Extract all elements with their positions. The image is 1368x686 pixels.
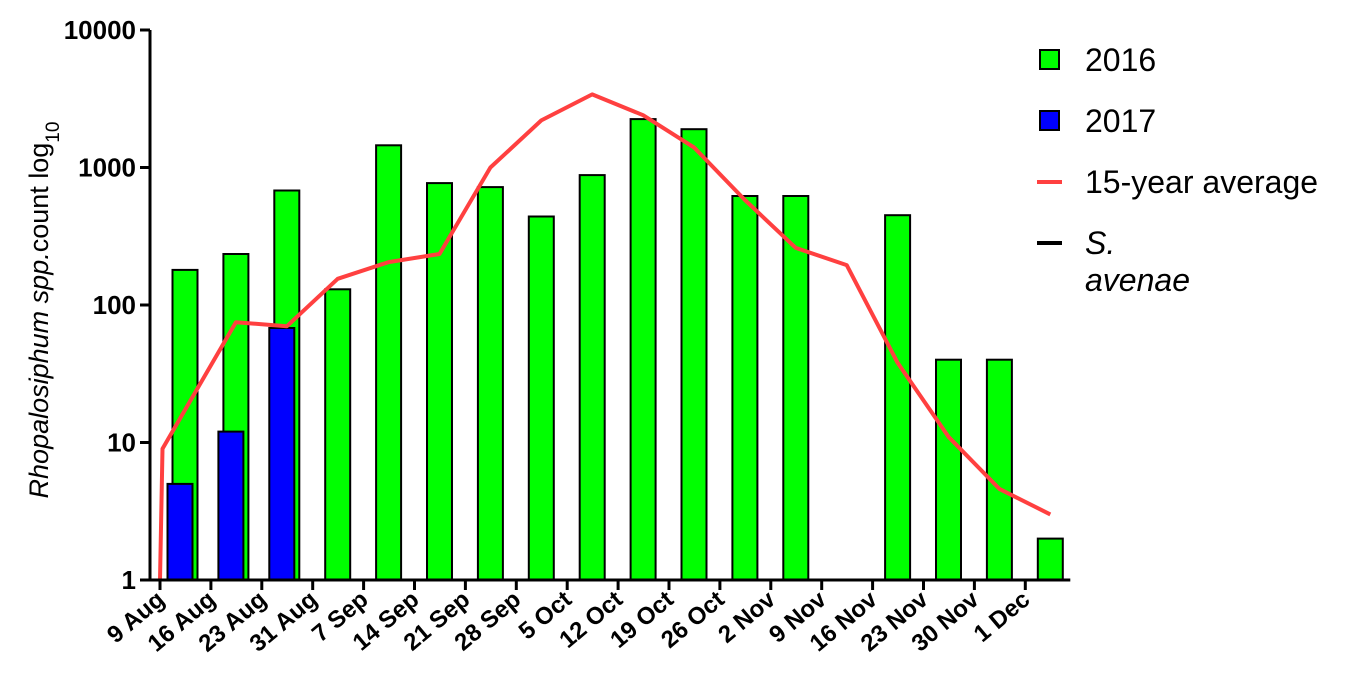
y-tick-label-2: 100 (93, 290, 136, 320)
y-axis-label: Rhopalosiphum spp.count log10 (24, 122, 64, 499)
line-15-year-average (158, 92, 1052, 581)
legend: 2016 2017 15-year average S.avenae (1037, 42, 1318, 298)
bar-2016-12 (782, 195, 810, 581)
bar-2016-7 (527, 215, 555, 581)
x-tick-label-12: 2 Nov (713, 585, 781, 648)
y-axis-label-subscript: 10 (43, 122, 64, 143)
bar-2016-15 (935, 358, 962, 582)
bar-2016-3 (324, 288, 352, 581)
y-tick-label-3: 1000 (78, 153, 136, 183)
bar-2016-10 (680, 128, 708, 581)
y-tick-label-4: 10000 (64, 15, 136, 45)
legend-label-3-line2: avenae (1085, 262, 1190, 298)
bars-layer (166, 118, 1064, 582)
lines-layer (158, 92, 1052, 581)
bar-2016-4 (375, 144, 403, 582)
legend-label-0: 2016 (1085, 42, 1156, 78)
bar-2017-0 (166, 482, 194, 581)
y-tick-label-0: 1 (122, 565, 136, 595)
bar-2017-2 (268, 327, 296, 581)
bar-2016-16 (985, 358, 1013, 582)
y-axis-label-genus: Rhopalosiphum (24, 311, 54, 499)
bar-2016-9 (629, 118, 657, 581)
bar-2016-17 (1036, 537, 1064, 581)
bar-2016-11 (731, 195, 759, 581)
legend-label-1: 2017 (1085, 103, 1156, 139)
y-tick-label-1: 10 (107, 428, 136, 458)
bar-2016-6 (476, 186, 504, 581)
legend-swatch-1 (1039, 110, 1060, 131)
bar-2016-5 (426, 182, 453, 581)
legend-swatch-0 (1039, 49, 1060, 70)
legend-label-3-line1: S. (1085, 225, 1115, 261)
bar-2017-1 (217, 430, 245, 581)
y-axis-label-rest: count log (24, 143, 54, 253)
bar-2016-14 (884, 214, 912, 581)
legend-label-2: 15-year average (1085, 164, 1318, 200)
x-tick-label-17: 1 Dec (969, 586, 1035, 648)
bar-2016-8 (578, 174, 606, 581)
y-axis-label-species: spp. (24, 252, 54, 303)
